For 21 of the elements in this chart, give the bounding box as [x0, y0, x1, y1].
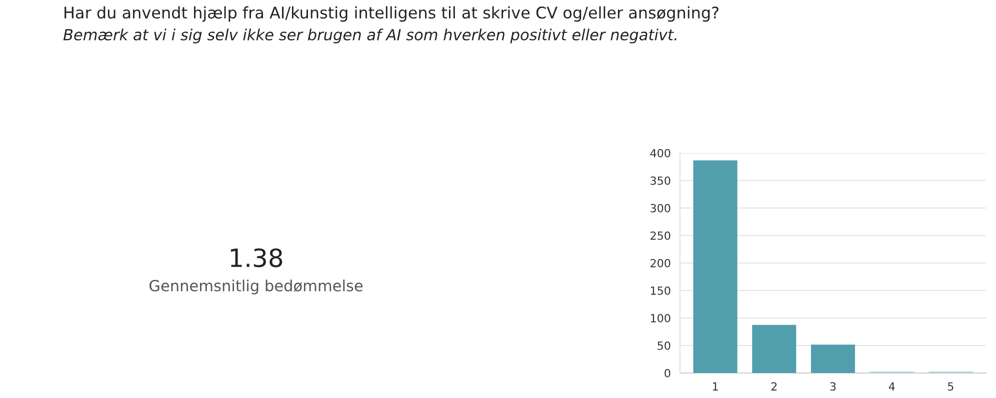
y-tick-label: 250 [650, 231, 670, 240]
x-tick-label: 1 [712, 382, 718, 390]
y-tick-label: 400 [650, 148, 670, 158]
text: Gennemsnitlig bedømmelse [150, 280, 363, 294]
y-tick-label: 300 [650, 204, 670, 212]
y-tick-label: 350 [650, 176, 670, 185]
y-tick-label: 150 [650, 286, 670, 295]
text: Bemærk at vi i sig selv ikke ser brugen af AI som hverken positivt eller negativt. [63, 28, 676, 44]
x-tick-label: 2 [771, 382, 777, 390]
x-tick-label: 4 [888, 382, 895, 390]
y-tick-label: 200 [650, 258, 670, 268]
y-tick-label: 0 [664, 368, 670, 378]
x-tick-label: 5 [948, 382, 954, 391]
bar [752, 324, 796, 373]
x-tick-label: 3 [830, 382, 836, 391]
text: 1.38 [230, 248, 282, 268]
text: Har du anvendt hjælp fra AI/kunstig intelligens til at skrive CV og/eller ansøgning? [64, 6, 718, 22]
bar [810, 344, 856, 373]
y-tick-label: 50 [658, 341, 670, 350]
bar [693, 160, 738, 373]
y-tick-label: 100 [650, 314, 670, 322]
